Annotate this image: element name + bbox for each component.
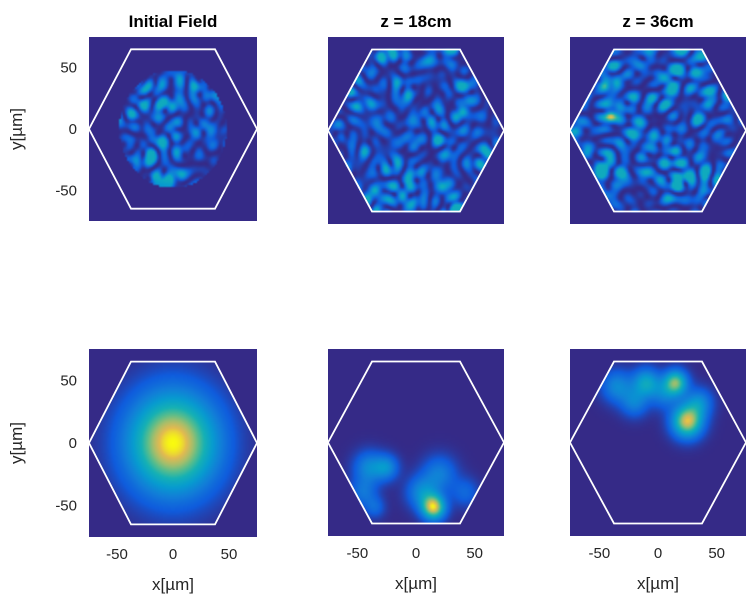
x-tick-label: -50 [106,546,128,563]
x-tick-label: 0 [654,545,662,562]
y-axis-label: y[µm] [7,108,26,150]
heatmap-image [89,349,257,537]
y-tick-label: -50 [55,498,77,515]
x-axis-label: x[µm] [152,575,194,594]
subplot-5: -50 0 50 x[µm] [326,349,506,593]
y-tick-label: -50 [55,182,77,199]
y-tick-label: 0 [69,435,77,452]
x-axis-label: x[µm] [395,574,437,593]
y-tick-label: 50 [60,372,77,389]
hexagon-outline [326,360,506,525]
subplot-title: Initial Field [129,12,218,31]
subplot-6: -50 0 50 x[µm] [568,349,747,593]
heatmap-image [89,37,257,221]
x-tick-label: 0 [412,545,420,562]
x-tick-label: 50 [466,545,483,562]
x-tick-label: 50 [708,545,725,562]
hexagon-outline [568,360,747,525]
x-tick-label: -50 [588,545,610,562]
x-tick-label: 50 [221,546,238,563]
hexagon-outline [87,48,259,210]
x-tick-label: -50 [346,545,368,562]
x-axis-label: x[µm] [637,574,679,593]
subplot-title: z = 36cm [622,12,693,31]
hexagon-outline [87,360,259,526]
hexagon-outline [568,48,747,213]
x-tick-label: 0 [169,546,177,563]
y-axis-label: y[µm] [7,422,26,464]
subplot-2: z = 18cm [326,12,506,224]
heatmap-image [570,37,746,224]
subplot-3: z = 36cm [568,12,747,224]
subplot-4: -50 0 50 -50 0 50 y[µm] x[µm] [7,349,259,594]
hexagon-outline [326,48,506,213]
heatmap-image [328,349,504,536]
heatmap-image [328,37,504,224]
y-tick-label: 0 [69,121,77,138]
subplot-title: z = 18cm [380,12,451,31]
heatmap-image [570,349,746,536]
subplot-1: Initial Field -50 0 50 y[µm] [7,12,259,221]
y-tick-label: 50 [60,60,77,77]
